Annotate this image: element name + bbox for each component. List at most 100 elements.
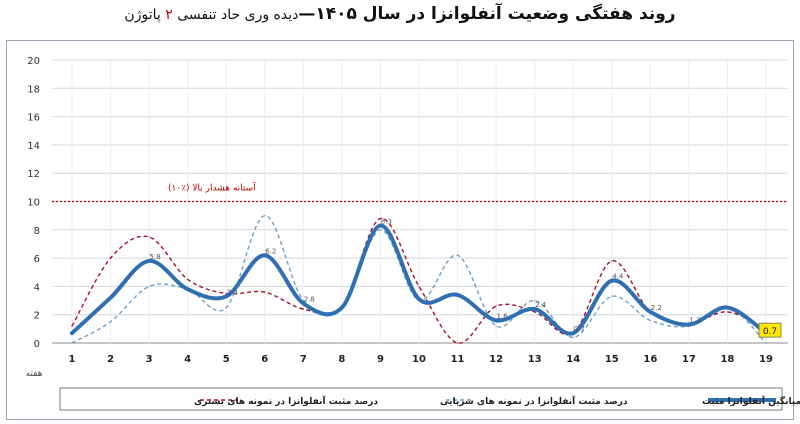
data-point [302, 308, 305, 310]
data-point [301, 301, 305, 305]
data-point [765, 342, 767, 344]
data-point [224, 294, 228, 298]
data-point [263, 291, 266, 293]
x-tick-label: 6 [261, 354, 268, 365]
data-point [533, 299, 536, 302]
data-point [71, 325, 73, 327]
x-tick-label: 4 [184, 354, 191, 365]
y-tick-label: 4 [34, 282, 40, 293]
data-label: 0.7 [574, 325, 585, 333]
x-tick-label: 3 [146, 354, 153, 365]
data-label: 3.3 [227, 288, 238, 296]
data-point [263, 253, 267, 257]
x-tick-label: 10 [412, 354, 426, 365]
y-tick-label: 0 [34, 339, 40, 350]
x-tick-label: 7 [300, 354, 307, 365]
y-tick-label: 18 [27, 84, 40, 95]
legend-item-average: میانگین آنفلوانزا مثبت [702, 395, 800, 407]
data-point [725, 306, 729, 310]
data-label: 5.8 [150, 253, 161, 261]
y-tick-label: 8 [34, 226, 40, 237]
data-point [109, 257, 112, 259]
x-tick-label: 14 [566, 354, 580, 365]
x-tick-label: 8 [338, 354, 345, 365]
data-point [225, 306, 228, 309]
title-sub-number: ۲ [165, 7, 173, 23]
data-point [571, 331, 575, 335]
data-point [494, 318, 498, 322]
series-average-line [70, 223, 768, 336]
data-point [456, 254, 459, 257]
x-tick-label: 13 [528, 354, 542, 365]
data-point [109, 296, 113, 300]
x-tick-label: 16 [643, 354, 657, 365]
x-tick-label: 9 [377, 354, 384, 365]
data-point [186, 287, 190, 291]
data-point [495, 305, 497, 308]
data-label: 6.2 [265, 247, 276, 255]
data-point [378, 224, 382, 228]
data-point [610, 260, 613, 262]
data-point [148, 236, 150, 238]
legend-box [59, 387, 783, 411]
data-point [109, 320, 112, 323]
title-sub: دیده وری حاد تنفسی ۲ پاتوژن [124, 7, 298, 23]
data-point [610, 279, 614, 283]
data-label: 8.3 [381, 218, 392, 226]
data-point [186, 278, 189, 281]
data-point [610, 295, 613, 298]
data-point [340, 306, 344, 310]
chart-frame [6, 40, 794, 420]
x-tick-label: 1 [69, 354, 76, 365]
data-label: 4.4 [612, 273, 624, 281]
x-tick-label: 18 [720, 354, 734, 365]
data-point [148, 285, 150, 288]
x-tick-label: 11 [451, 354, 465, 365]
last-value-callout: 0.7 [763, 327, 777, 337]
x-tick-label: 15 [605, 354, 619, 365]
data-point [495, 325, 497, 327]
x-axis-label: هفته [26, 369, 43, 379]
y-tick-label: 10 [27, 198, 40, 209]
data-label: 2.8 [304, 295, 315, 303]
y-tick-label: 12 [27, 169, 40, 180]
data-point [417, 297, 421, 301]
data-point [687, 323, 691, 327]
y-tick-label: 14 [27, 141, 40, 152]
data-label: 1.6 [497, 312, 509, 320]
legend-item-inpatient: درصد مثبت آنفلوانزا در نمونه های بستری [194, 395, 378, 407]
data-point [649, 319, 652, 322]
y-tick-label: 20 [27, 56, 40, 67]
data-point [418, 285, 420, 288]
data-point [726, 311, 729, 313]
x-tick-label: 19 [759, 354, 773, 365]
data-point [70, 331, 74, 335]
data-point [379, 229, 382, 231]
data-point [71, 342, 73, 344]
y-tick-label: 16 [27, 113, 40, 124]
data-point [456, 293, 460, 297]
title-sub-suffix: پاتوژن [124, 7, 161, 23]
data-point [533, 307, 537, 311]
data-point [263, 214, 266, 217]
title-dash: — [298, 4, 316, 24]
threshold-label: آستانه هشدار بالا (٪۱۰) [168, 182, 256, 194]
last-value-callout-box [758, 322, 782, 338]
data-point [572, 336, 575, 339]
data-point [456, 342, 459, 344]
legend-item-outpatient: درصد مثبت آنفلوانزا در نمونه های سرپایی [440, 395, 628, 407]
title-main: روند هفتگی وضعیت آنفلوانزا در سال ۱۴۰۵ [315, 4, 676, 24]
data-point [533, 311, 536, 313]
x-tick-label: 5 [223, 354, 230, 365]
x-tick-label: 12 [489, 354, 503, 365]
x-tick-label: 17 [682, 354, 696, 365]
data-label: 1.3 [689, 317, 700, 325]
data-label: 2.4 [535, 301, 547, 309]
data-point [147, 259, 151, 263]
title-sub-prefix: دیده وری حاد تنفسی [177, 7, 299, 23]
y-tick-label: 6 [34, 254, 40, 265]
chart-title: روند هفتگی وضعیت آنفلوانزا در سال ۱۴۰۵—د… [0, 4, 800, 24]
data-label: 2.2 [651, 304, 662, 312]
y-tick-label: 2 [34, 311, 40, 322]
